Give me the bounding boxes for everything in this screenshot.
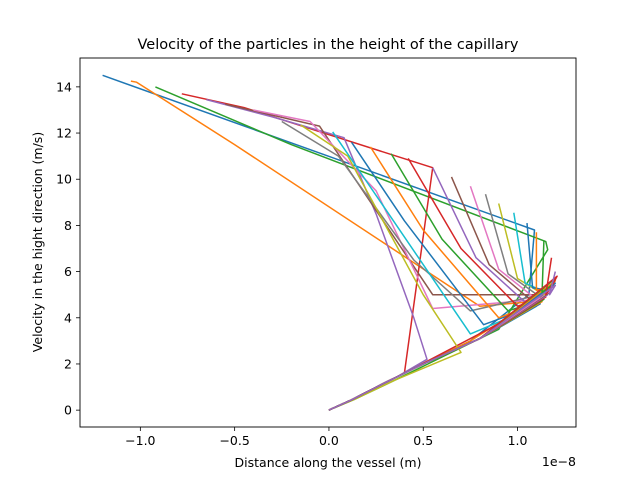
series-line-9 xyxy=(300,124,462,411)
series-line-25 xyxy=(328,271,557,411)
series-line-24 xyxy=(328,257,558,411)
y-tick-label: 14 xyxy=(56,79,72,94)
y-tick-label: 10 xyxy=(56,172,72,187)
x-axis-label: Distance along the vessel (m) xyxy=(235,455,422,470)
x-tick-label: 0.0 xyxy=(319,433,339,448)
y-tick-label: 4 xyxy=(64,310,72,325)
y-tick-label: 6 xyxy=(64,264,72,279)
series-line-23 xyxy=(328,240,557,411)
plot-frame xyxy=(79,57,577,428)
series-line-7 xyxy=(253,109,541,411)
x-axis-ticks: −1.0 −0.5 0.0 0.5 1.0 xyxy=(125,427,528,448)
series-line-15 xyxy=(328,167,549,411)
y-tick-label: 0 xyxy=(64,403,72,418)
series-layer xyxy=(102,74,558,411)
series-line-8 xyxy=(281,120,541,411)
y-axis-label: Velocity in the hight direction (m/s) xyxy=(30,132,45,352)
series-line-13 xyxy=(328,153,545,411)
y-axis-ticks: 0 2 4 6 8 10 12 14 xyxy=(56,79,80,418)
y-tick-label: 8 xyxy=(64,218,72,233)
x-tick-label: 0.5 xyxy=(413,433,433,448)
x-tick-label: 1.0 xyxy=(508,433,528,448)
series-line-2 xyxy=(130,80,534,411)
series-line-5 xyxy=(206,98,428,411)
x-tick-label: −0.5 xyxy=(219,433,249,448)
x-tick-label: −1.0 xyxy=(125,433,155,448)
x-axis-offset-label: 1e−8 xyxy=(542,454,576,469)
y-tick-label: 2 xyxy=(64,356,72,371)
y-tick-label: 12 xyxy=(56,126,72,141)
series-line-3 xyxy=(155,86,549,411)
chart-title: Velocity of the particles in the height … xyxy=(138,37,519,53)
